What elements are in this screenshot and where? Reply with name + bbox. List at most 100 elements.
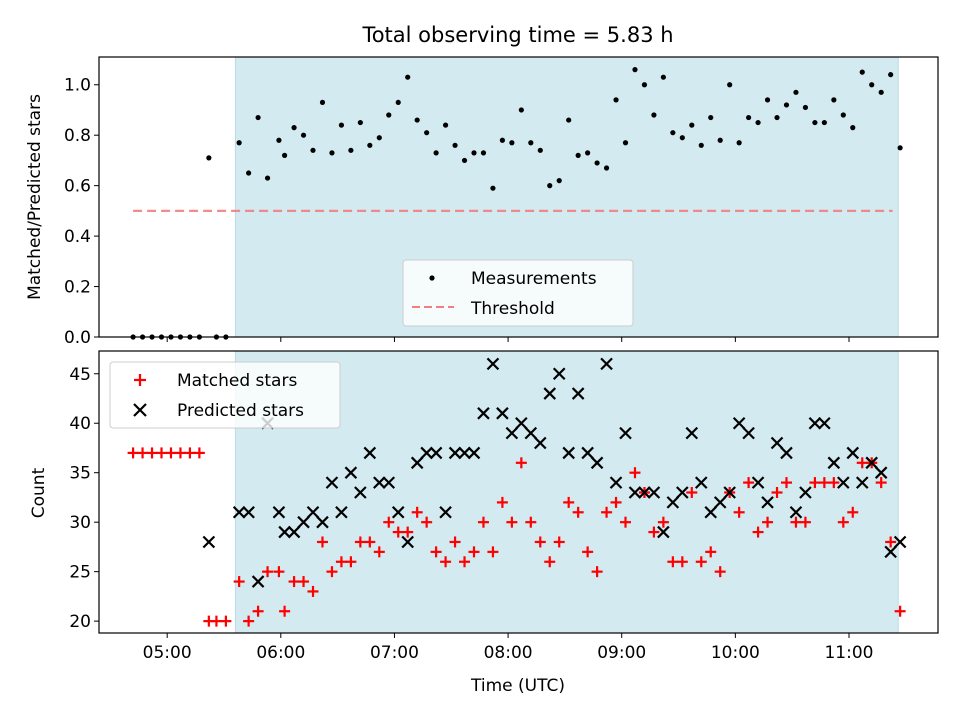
measurement-point — [783, 102, 790, 108]
measurement-point — [603, 165, 610, 171]
measurement-point — [424, 130, 430, 136]
x-axis-label: Time (UTC) — [470, 676, 565, 696]
matched-star-point — [383, 516, 395, 528]
measurement-point — [651, 112, 657, 118]
measurement-point — [480, 150, 487, 156]
bottom-y-tick-label: 35 — [69, 464, 91, 484]
measurement-point — [329, 150, 335, 156]
measurement-point — [246, 170, 252, 176]
matched-star-point — [174, 447, 186, 459]
predicted-star-point — [232, 506, 246, 519]
legend-threshold-label: Threshold — [470, 299, 555, 319]
matched-star-point — [515, 457, 527, 469]
predicted-star-point — [420, 446, 433, 460]
bottom-y-tick-label: 25 — [69, 563, 91, 583]
measurement-point — [556, 178, 562, 184]
measurement-point — [547, 183, 553, 189]
matched-star-point — [705, 546, 717, 558]
matched-star-point — [752, 526, 764, 538]
matched-star-point — [440, 556, 452, 568]
predicted-star-point — [846, 446, 860, 460]
bottom-x-axis: 05:00 06:00 07:00 08:00 09:00 10:00 11:00 — [143, 633, 873, 663]
matched-star-point — [885, 536, 897, 548]
predicted-star-point — [382, 476, 396, 489]
measurement-point — [367, 142, 373, 148]
matched-star-point — [610, 496, 622, 508]
predicted-star-point — [855, 476, 869, 489]
predicted-star-point — [874, 466, 888, 479]
predicted-star-point — [818, 416, 831, 430]
measurement-point — [793, 89, 799, 95]
matched-star-point — [733, 506, 745, 518]
measurement-point — [537, 147, 543, 153]
matched-star-point — [316, 536, 328, 548]
measurement-point — [660, 74, 666, 80]
measurement-point — [802, 104, 809, 111]
matched-star-point — [875, 477, 887, 489]
predicted-stars-series — [202, 357, 907, 588]
matched-star-point — [506, 516, 518, 528]
measurement-point — [850, 125, 856, 131]
matched-star-point — [620, 516, 632, 528]
predicted-star-point — [335, 506, 348, 519]
measurement-point — [414, 117, 420, 123]
predicted-star-point — [429, 446, 443, 460]
matched-star-point — [572, 506, 584, 518]
predicted-star-point — [278, 525, 291, 539]
legend-measurements-label: Measurements — [471, 269, 597, 289]
matched-star-point — [837, 516, 849, 528]
measurement-point — [831, 97, 837, 103]
measurement-point — [755, 119, 761, 126]
measurement-point — [357, 119, 363, 126]
measurement-point — [613, 97, 619, 103]
measurement-point — [727, 82, 733, 88]
x-tick-label: 08:00 — [484, 643, 533, 663]
bottom-panel: 20 25 30 35 40 45 05:00 06:00 07:00 08:00 09:00 10… — [29, 350, 939, 696]
matched-star-point — [127, 447, 139, 459]
legend-predicted-marker — [133, 403, 147, 417]
top-y-tick-label: 0.2 — [64, 278, 91, 298]
predicted-star-point — [316, 515, 329, 529]
matched-star-point — [667, 556, 679, 568]
top-y-tick-label: 0.6 — [64, 177, 91, 197]
predicted-star-point — [808, 416, 822, 430]
predicted-star-point — [704, 506, 718, 519]
matched-star-point — [496, 496, 508, 508]
matched-star-point — [771, 486, 783, 498]
top-y-tick-label: 0.0 — [64, 328, 91, 348]
matched-star-point — [155, 447, 167, 459]
x-tick-label: 05:00 — [143, 643, 192, 663]
measurement-point — [528, 140, 534, 146]
legend-measurements-marker — [429, 275, 435, 281]
predicted-star-point — [524, 426, 538, 440]
measurement-point — [698, 142, 704, 148]
legend-predicted-label: Predicted stars — [177, 401, 304, 421]
predicted-star-point — [657, 525, 670, 539]
predicted-star-point — [676, 486, 689, 499]
measurement-point — [897, 145, 903, 151]
predicted-star-point — [723, 486, 736, 499]
matched-star-point — [534, 536, 546, 548]
measurement-point — [471, 150, 477, 156]
top-y-axis: 0.0 0.2 0.4 0.6 0.8 1.0 — [64, 76, 99, 348]
matched-star-point — [210, 615, 222, 627]
predicted-star-point — [732, 416, 746, 430]
measurement-point — [764, 97, 771, 103]
predicted-star-point — [600, 357, 613, 371]
predicted-star-point — [638, 486, 651, 499]
matched-star-point — [146, 447, 158, 459]
predicted-star-point — [391, 506, 405, 519]
predicted-star-point — [505, 426, 519, 440]
predicted-star-point — [552, 367, 566, 381]
measurement-point — [319, 99, 326, 106]
measurement-point — [641, 82, 648, 88]
matched-star-point — [525, 516, 537, 528]
matched-star-point — [298, 576, 310, 588]
measurement-point — [376, 135, 382, 141]
measurement-point — [594, 160, 600, 166]
matched-star-point — [563, 496, 575, 508]
matched-star-point — [856, 457, 868, 469]
predicted-star-point — [581, 446, 594, 460]
matched-star-point — [601, 506, 613, 518]
measurement-point — [509, 140, 515, 146]
